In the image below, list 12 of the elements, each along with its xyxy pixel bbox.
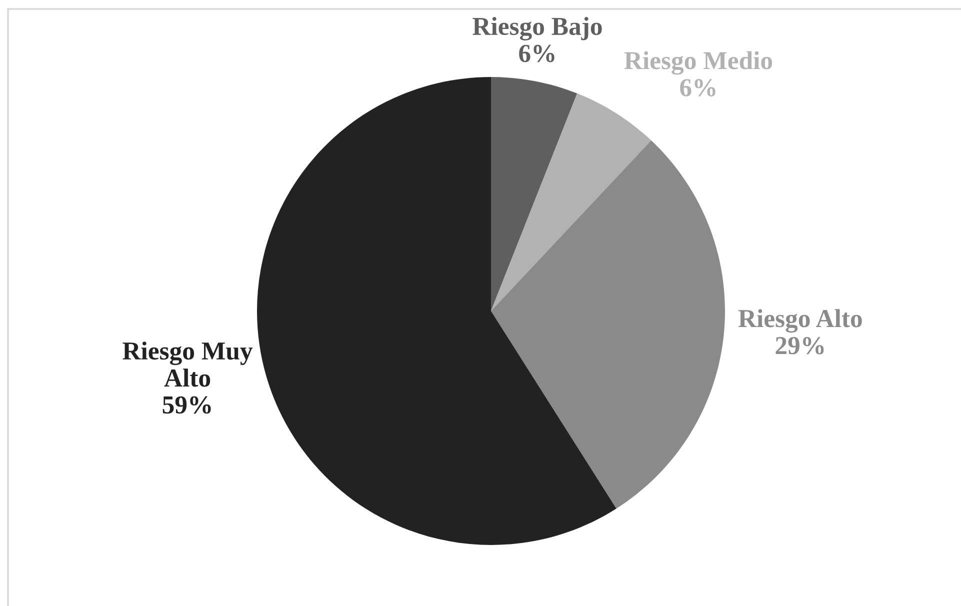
data-label: 29% [776, 336, 824, 354]
slice-label: Riesgo Bajo [472, 16, 602, 40]
slice-label: Riesgo Alto [738, 309, 862, 333]
slice-label: Riesgo Medio [624, 51, 772, 75]
data-label: 6% [519, 44, 554, 62]
pie-slice [491, 77, 578, 311]
pie-slice [491, 93, 652, 311]
data-label: 59% [162, 396, 211, 414]
pie-slice [257, 77, 616, 545]
data-label: 6% [680, 79, 716, 96]
pie-slice [491, 140, 725, 509]
slice-label: Riesgo Muy Alto [122, 342, 253, 387]
